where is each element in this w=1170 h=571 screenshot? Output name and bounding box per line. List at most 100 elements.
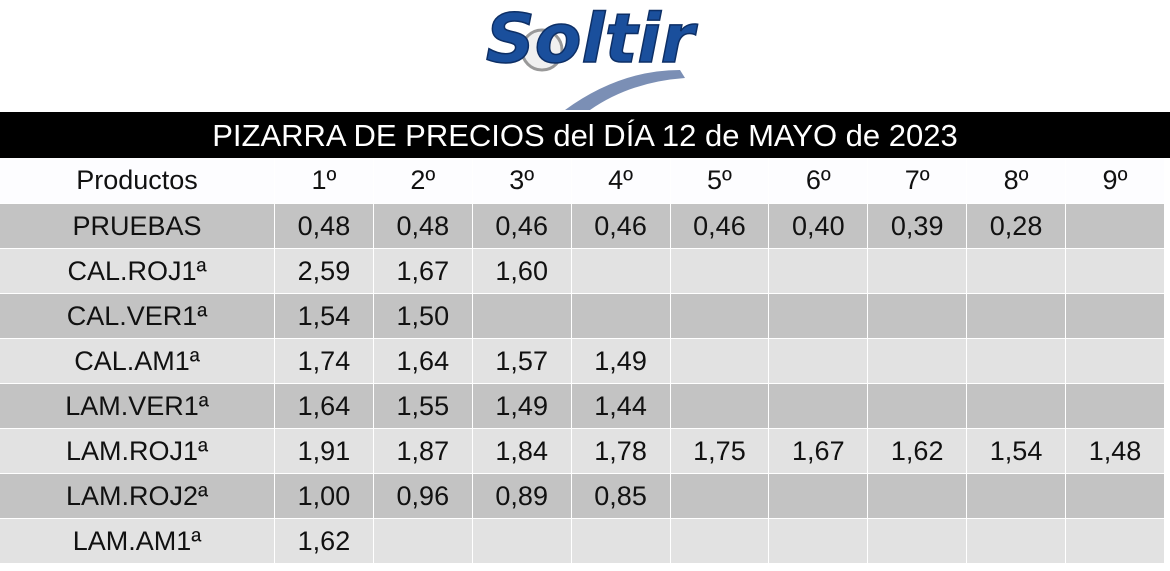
empty-cell	[1065, 518, 1165, 564]
empty-cell	[966, 248, 1066, 294]
logo-sun	[520, 28, 564, 72]
empty-cell	[867, 518, 968, 564]
table-body: PRUEBAS 0,48 0,48 0,46 0,46 0,46 0,40 0,39 0,28 C…	[0, 203, 1165, 564]
header-cell: 1º	[274, 158, 374, 204]
price-cell: 1,75	[670, 428, 770, 474]
table-row: CAL.VER1ª 1,54 1,50	[0, 293, 1165, 339]
header-cell: Productos	[0, 158, 275, 204]
empty-cell	[670, 383, 770, 429]
price-cell: 0,85	[571, 473, 671, 519]
empty-cell	[867, 338, 968, 384]
logo-area: Soltir	[0, 0, 1170, 112]
table-row: LAM.ROJ1ª 1,91 1,87 1,84 1,78 1,75 1,67 1,62 1,5…	[0, 428, 1165, 474]
price-cell: 0,46	[670, 203, 770, 249]
empty-cell	[867, 293, 968, 339]
product-cell: LAM.ROJ2ª	[0, 473, 275, 519]
header-row: Productos 1º 2º 3º 4º 5º 6º 7º 8º 9º	[0, 158, 1165, 204]
price-cell: 1,44	[571, 383, 671, 429]
empty-cell	[768, 383, 869, 429]
price-cell: 1,64	[274, 383, 374, 429]
empty-cell	[966, 518, 1066, 564]
price-cell: 1,49	[571, 338, 671, 384]
price-cell: 1,78	[571, 428, 671, 474]
empty-cell	[1065, 293, 1165, 339]
logo-text: Soltir	[486, 0, 699, 79]
product-cell: CAL.AM1ª	[0, 338, 275, 384]
price-cell: 1,50	[373, 293, 473, 339]
empty-cell	[966, 338, 1066, 384]
header-cell: 5º	[670, 158, 770, 204]
header-cell: 2º	[373, 158, 473, 204]
price-cell: 0,48	[274, 203, 374, 249]
header-cell: 8º	[966, 158, 1066, 204]
price-cell: 1,48	[1065, 428, 1165, 474]
price-cell: 1,54	[274, 293, 374, 339]
empty-cell	[966, 383, 1066, 429]
price-cell: 0,96	[373, 473, 473, 519]
price-cell: 1,49	[472, 383, 572, 429]
price-cell: 1,74	[274, 338, 374, 384]
empty-cell	[670, 338, 770, 384]
empty-cell	[768, 338, 869, 384]
price-cell: 1,67	[768, 428, 869, 474]
empty-cell	[571, 518, 671, 564]
empty-cell	[472, 518, 572, 564]
price-cell: 0,40	[768, 203, 869, 249]
table-row: LAM.VER1ª 1,64 1,55 1,49 1,44	[0, 383, 1165, 429]
price-cell: 0,28	[966, 203, 1066, 249]
table-row: CAL.AM1ª 1,74 1,64 1,57 1,49	[0, 338, 1165, 384]
logo: Soltir	[485, 0, 699, 110]
empty-cell	[966, 473, 1066, 519]
price-cell: 0,46	[571, 203, 671, 249]
price-cell: 1,57	[472, 338, 572, 384]
price-cell: 1,67	[373, 248, 473, 294]
empty-cell	[768, 518, 869, 564]
empty-cell	[1065, 248, 1165, 294]
empty-cell	[1065, 203, 1165, 249]
price-cell: 1,62	[274, 518, 374, 564]
product-cell: LAM.ROJ1ª	[0, 428, 275, 474]
empty-cell	[670, 248, 770, 294]
empty-cell	[571, 248, 671, 294]
header-cell: 7º	[867, 158, 968, 204]
empty-cell	[670, 518, 770, 564]
empty-cell	[472, 293, 572, 339]
price-cell: 1,55	[373, 383, 473, 429]
empty-cell	[670, 293, 770, 339]
product-cell: CAL.VER1ª	[0, 293, 275, 339]
empty-cell	[768, 248, 869, 294]
price-cell: 1,00	[274, 473, 374, 519]
price-table: Productos 1º 2º 3º 4º 5º 6º 7º 8º 9º PRUEBAS 0,48 0…	[0, 158, 1165, 564]
empty-cell	[867, 473, 968, 519]
price-cell: 1,91	[274, 428, 374, 474]
price-cell: 1,62	[867, 428, 968, 474]
price-cell: 1,87	[373, 428, 473, 474]
empty-cell	[966, 293, 1066, 339]
price-cell: 1,64	[373, 338, 473, 384]
empty-cell	[867, 248, 968, 294]
header-cell: 9º	[1065, 158, 1165, 204]
empty-cell	[1065, 383, 1165, 429]
price-cell: 0,46	[472, 203, 572, 249]
price-cell: 1,84	[472, 428, 572, 474]
product-cell: CAL.ROJ1ª	[0, 248, 275, 294]
empty-cell	[571, 293, 671, 339]
empty-cell	[768, 473, 869, 519]
title: PIZARRA DE PRECIOS del DÍA 12 de MAYO de…	[0, 112, 1170, 158]
product-cell: PRUEBAS	[0, 203, 275, 249]
price-cell: 2,59	[274, 248, 374, 294]
empty-cell	[373, 518, 473, 564]
empty-cell	[867, 383, 968, 429]
empty-cell	[1065, 338, 1165, 384]
header-cell: 3º	[472, 158, 572, 204]
table-row: PRUEBAS 0,48 0,48 0,46 0,46 0,46 0,40 0,39 0,28	[0, 203, 1165, 249]
product-cell: LAM.VER1ª	[0, 383, 275, 429]
table-row: CAL.ROJ1ª 2,59 1,67 1,60	[0, 248, 1165, 294]
price-cell: 1,54	[966, 428, 1066, 474]
price-cell: 1,60	[472, 248, 572, 294]
price-cell: 0,39	[867, 203, 968, 249]
product-cell: LAM.AM1ª	[0, 518, 275, 564]
logo-road	[565, 70, 685, 110]
price-cell: 0,48	[373, 203, 473, 249]
